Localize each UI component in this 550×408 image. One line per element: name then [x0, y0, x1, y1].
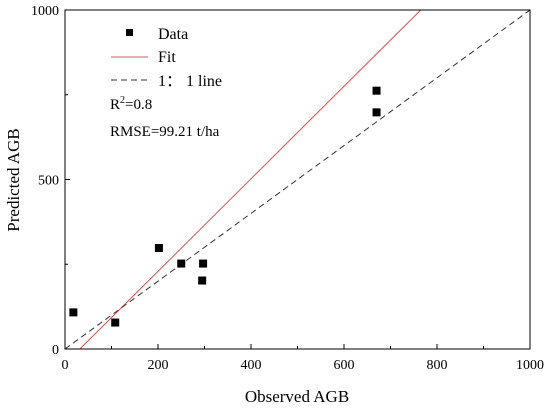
- r-squared-annotation: R2=0.8: [110, 95, 152, 113]
- legend-label-data: Data: [158, 26, 188, 43]
- legend-label-one-to-one: 1： 1 line: [158, 73, 222, 90]
- data-point-7: [372, 86, 381, 95]
- r-squared-superscript: 2: [120, 95, 125, 106]
- x-tick-label-200: 200: [148, 358, 169, 373]
- data-point-2: [111, 318, 120, 327]
- x-tick-label-1000: 1000: [516, 358, 544, 373]
- data-point-4: [177, 259, 186, 268]
- y-tick-label-1000: 1000: [31, 4, 59, 19]
- data-point-1: [69, 308, 78, 317]
- legend: Data Fit 1： 1 line: [111, 26, 222, 90]
- axes: 0 200 400 600 800 1000 0 500 1000: [31, 4, 544, 373]
- legend-label-fit: Fit: [158, 49, 176, 66]
- data-point-5: [199, 259, 208, 268]
- r-squared-value: =0.8: [125, 97, 152, 113]
- data-point-8: [372, 108, 381, 117]
- y-tick-label-0: 0: [52, 343, 59, 358]
- y-tick-label-500: 500: [38, 174, 59, 189]
- r-squared-prefix: R: [110, 97, 120, 113]
- data-point-3: [154, 243, 163, 252]
- x-tick-label-0: 0: [62, 358, 69, 373]
- plot-area: [65, 10, 530, 349]
- y-axis-title: Predicted AGB: [4, 128, 23, 231]
- x-tick-label-600: 600: [334, 358, 355, 373]
- one-to-one-line: [65, 10, 530, 349]
- fit-line: [79, 10, 422, 349]
- x-tick-label-400: 400: [241, 358, 262, 373]
- legend-marker-data: [126, 29, 133, 36]
- x-axis-title: Observed AGB: [245, 387, 349, 406]
- rmse-annotation: RMSE=99.21 t/ha: [110, 124, 220, 140]
- x-tick-label-800: 800: [427, 358, 448, 373]
- data-point-6: [198, 276, 207, 285]
